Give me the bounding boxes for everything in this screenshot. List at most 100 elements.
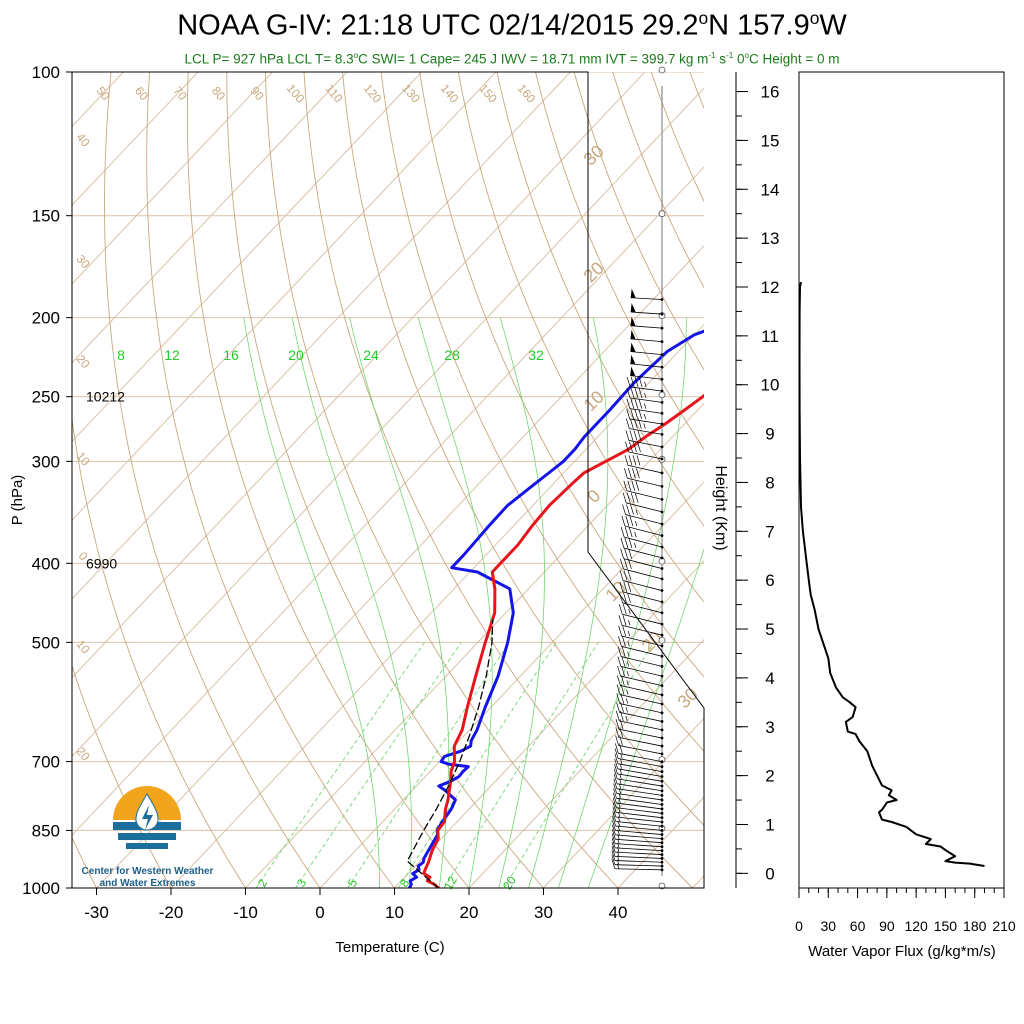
wind-barb-half-feather (634, 542, 637, 549)
wind-barb-feather (629, 515, 634, 527)
geopotential-height-label: 10212 (86, 389, 125, 405)
wind-barb-staff (617, 763, 663, 772)
dry-adiabat-left-label: 10 (73, 449, 93, 468)
height-tick-label: 7 (765, 522, 774, 541)
wind-barb-feather (617, 646, 622, 657)
wind-barb-feather (633, 441, 637, 452)
wind-barb-half-feather (618, 797, 621, 804)
wind-barb-dot (660, 545, 664, 549)
wind-barb-feather (626, 376, 631, 388)
wind-barb (614, 753, 664, 773)
wind-barb-dot (660, 389, 664, 393)
isotherm-line (72, 72, 199, 206)
wind-barb-dot (660, 400, 664, 404)
wind-barb (619, 592, 664, 615)
wind-barb-feather (611, 850, 616, 861)
wind-barb-staff (622, 613, 663, 625)
wind-barb-half-feather (620, 753, 623, 759)
wind-barb (615, 710, 664, 732)
wind-barb (618, 625, 664, 648)
isotherm-line (394, 560, 704, 888)
wind-barb-dot (660, 522, 664, 526)
wind-barb-staff (618, 728, 663, 739)
wind-barb-feather (624, 527, 629, 538)
height-tick-label: 4 (765, 669, 774, 688)
wind-barb-staff (615, 816, 663, 823)
wind-barb-dot (660, 728, 664, 732)
wind-barb (630, 342, 664, 357)
mixing-ratio-line (443, 642, 599, 888)
wind-barb-feather (619, 735, 623, 746)
wind-barb (614, 748, 664, 769)
wind-barb-feather (612, 820, 616, 831)
wind-barb-feather (620, 684, 625, 695)
wind-barb-half-feather (617, 816, 621, 822)
wind-barb-feather (622, 615, 627, 626)
wind-barb-feather (618, 743, 623, 754)
wind-barb-staff (625, 514, 663, 525)
wind-barb-feather (627, 480, 632, 491)
wind-barb (630, 288, 664, 301)
dry-adiabat-left-label: 10 (73, 637, 93, 656)
wind-barb-dot (660, 510, 664, 514)
wind-barb-feather (612, 797, 617, 808)
wind-barb-feather (626, 504, 630, 515)
height-tick-label: 6 (765, 571, 774, 590)
wind-barb-half-feather (644, 403, 647, 409)
wind-barb-half-feather (644, 381, 647, 388)
wind-barb (613, 778, 664, 797)
wind-barb-dot (660, 770, 664, 773)
wind-barb-half-feather (627, 651, 630, 657)
x-tick-label: -10 (233, 903, 258, 922)
wind-barb-staff (623, 558, 663, 569)
mixing-ratio-line (295, 642, 462, 888)
wind-barb-feather (626, 398, 631, 409)
wind-barb-dot (660, 471, 664, 475)
wind-barb-staff (620, 675, 663, 687)
wind-barb-half-feather (618, 788, 622, 794)
dry-adiabat-line (573, 72, 704, 371)
wind-barb-staff (630, 338, 663, 343)
moist-adiabat-label: 8 (117, 347, 125, 363)
wind-barb (611, 829, 664, 845)
wind-barb-feather (622, 604, 627, 615)
wind-barb-dot (660, 816, 664, 820)
wind-barb-feather (615, 735, 619, 746)
wind-barb-dot (660, 736, 664, 740)
wind-barb-feather (619, 710, 624, 721)
dry-adiabat-line (767, 72, 1024, 905)
wind-barb (626, 398, 664, 415)
wind-barb-half-feather (626, 680, 629, 686)
moist-adiabat-line (587, 548, 704, 888)
wind-barb-feather (616, 675, 621, 686)
wind-barb-feather (622, 504, 626, 515)
wind-barb-half-feather (625, 698, 629, 704)
wind-barb-dot (660, 702, 664, 706)
flux-line (798, 281, 985, 867)
barb-level-marker (658, 636, 666, 644)
isotherm-label: 20 (580, 258, 608, 286)
wind-barb-half-feather (617, 851, 620, 857)
wind-barb-dot (660, 674, 664, 678)
dry-adiabat-line (72, 664, 172, 888)
wind-barb-feather (612, 806, 617, 818)
dry-adiabat-left-label: 40 (73, 130, 93, 149)
isotherm-line (96, 245, 704, 888)
wind-barb-staff (622, 591, 663, 603)
wind-barb-staff (615, 847, 663, 852)
wind-barb-feather (634, 376, 639, 388)
wind-barb-feather (629, 441, 633, 452)
isotherm-line (72, 72, 422, 443)
height-tick-label: 13 (761, 229, 780, 248)
wind-barb-staff (622, 602, 663, 614)
wind-barb-dot (660, 849, 664, 853)
wind-barb-staff (616, 793, 663, 801)
wind-barb-staff (621, 646, 663, 657)
wind-barb-staff (616, 802, 663, 810)
cw3e-logo (113, 786, 181, 849)
moist-adiabat-line (291, 317, 412, 888)
wind-barb-half-feather (625, 715, 628, 721)
dry-adiabat-left-label: 30 (73, 252, 93, 271)
y-tick-label: 150 (32, 207, 60, 226)
wind-barb-feather (638, 398, 643, 409)
